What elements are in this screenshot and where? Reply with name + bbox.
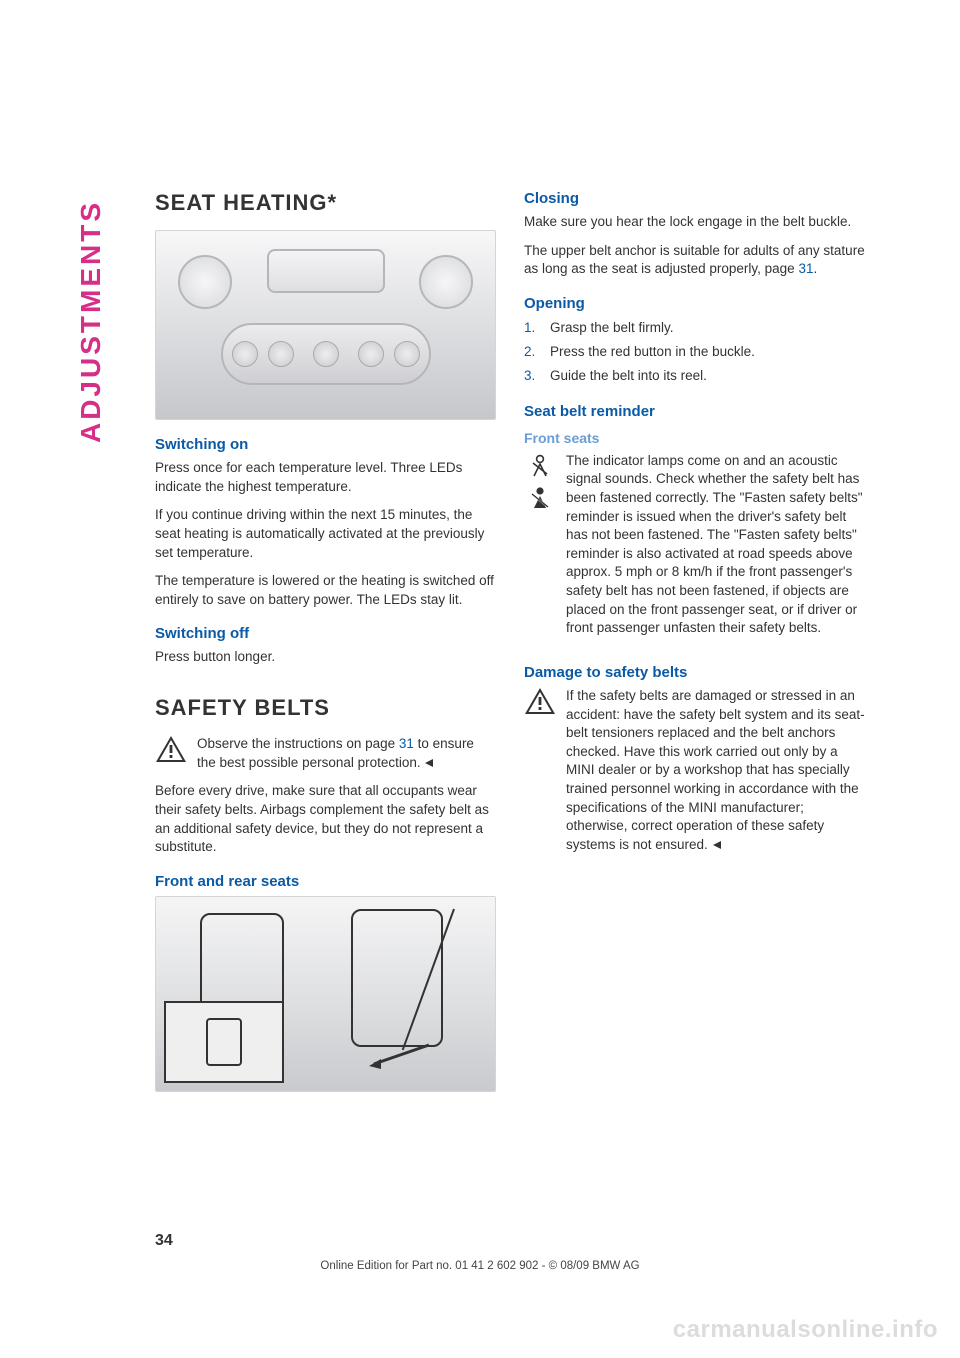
footer-text: Online Edition for Part no. 01 41 2 602 … [0,1260,960,1272]
closing-heading: Closing [524,190,865,207]
seatbelt-indicator-icons [524,452,556,510]
switching-on-p1: Press once for each temperature level. T… [155,459,496,496]
switching-off-heading: Switching off [155,625,496,642]
buckle-inset-figure [164,1001,284,1083]
warning-icon [155,735,187,763]
end-marker-icon [712,840,722,850]
left-column: SEAT HEATING* Switching on Press once fo… [155,190,496,1098]
opening-step-3-text: Guide the belt into its reel. [550,368,707,383]
switching-off-p1: Press button longer. [155,648,496,667]
opening-step-1-text: Grasp the belt firmly. [550,320,674,335]
seatbelt-person-bold-icon [529,486,551,510]
opening-step-1: 1.Grasp the belt firmly. [524,318,865,338]
section-tab: ADJUSTMENTS [75,0,107,200]
opening-step-2: 2.Press the red button in the buckle. [524,342,865,362]
end-marker-icon [424,758,434,768]
closing-p1: Make sure you hear the lock engage in th… [524,213,865,232]
front-seats-p1: The indicator lamps come on and an acous… [566,452,865,638]
seatbelt-person-icon [529,454,551,478]
section-tab-label: ADJUSTMENTS [75,200,107,443]
front-seats-heading: Front seats [524,430,865,446]
safety-belts-title: SAFETY BELTS [155,695,496,721]
manual-page: ADJUSTMENTS SEAT HEATING* Switching on P… [0,0,960,1358]
safety-belts-warning: Observe the instructions on page 31 to e… [155,735,496,772]
closing-p2-post: . [813,261,817,276]
arrow-icon [369,1039,439,1069]
switching-on-p3: The temperature is lowered or the heatin… [155,572,496,609]
front-seats-block: The indicator lamps come on and an acous… [524,452,865,648]
closing-p2: The upper belt anchor is suitable for ad… [524,242,865,279]
warning-icon [524,687,556,715]
damage-warning-text: If the safety belts are damaged or stres… [566,687,865,855]
damage-p1: If the safety belts are damaged or stres… [566,688,865,852]
front-rear-seats-figure [155,896,496,1092]
opening-step-2-text: Press the red button in the buckle. [550,344,755,359]
switching-on-heading: Switching on [155,436,496,453]
warning-text-pre: Observe the instructions on page [197,736,399,751]
safety-belts-p1: Before every drive, make sure that all o… [155,782,496,857]
front-rear-seats-heading: Front and rear seats [155,873,496,890]
watermark-text: carmanualsonline.info [673,1316,938,1344]
opening-steps: 1.Grasp the belt firmly. 2.Press the red… [524,318,865,387]
content-columns: SEAT HEATING* Switching on Press once fo… [155,190,865,1098]
damage-warning: If the safety belts are damaged or stres… [524,687,865,855]
right-column: Closing Make sure you hear the lock enga… [524,190,865,1098]
page-link-31a[interactable]: 31 [399,736,414,751]
seat-heating-title: SEAT HEATING* [155,190,496,216]
seat-belt-reminder-heading: Seat belt reminder [524,403,865,420]
page-link-31b[interactable]: 31 [798,261,813,276]
switching-on-p2: If you continue driving within the next … [155,506,496,562]
safety-belts-warning-text: Observe the instructions on page 31 to e… [197,735,496,772]
opening-step-3: 3.Guide the belt into its reel. [524,366,865,386]
opening-heading: Opening [524,295,865,312]
page-number: 34 [155,1232,173,1250]
damage-heading: Damage to safety belts [524,664,865,681]
seat-heating-figure [155,230,496,420]
